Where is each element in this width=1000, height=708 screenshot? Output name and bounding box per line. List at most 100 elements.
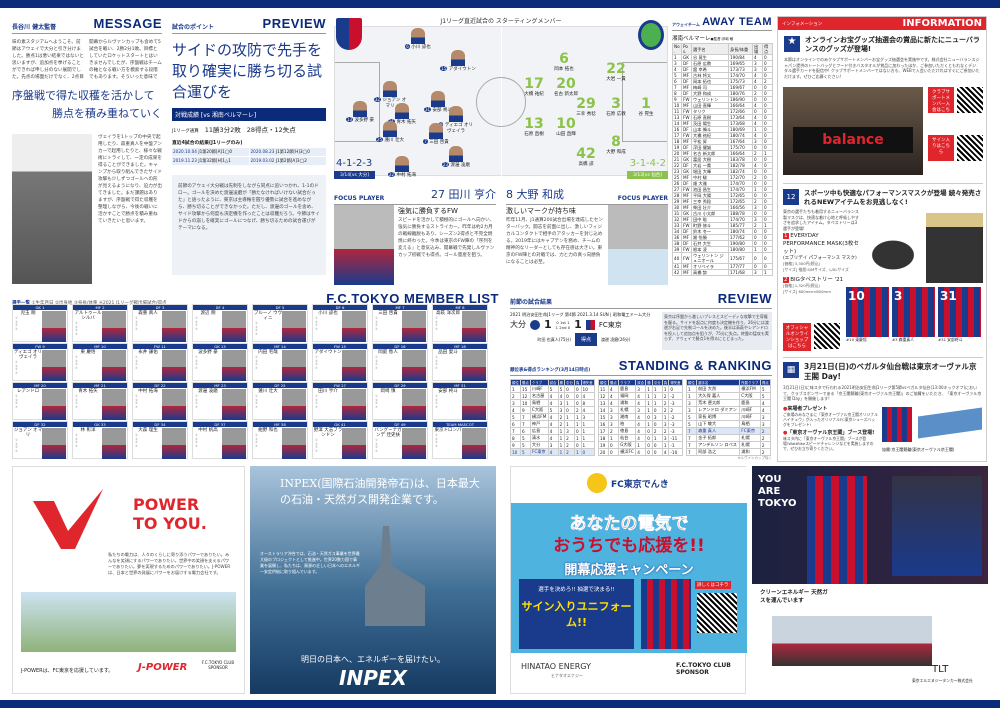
focus-player-photo (608, 205, 668, 285)
member-card: FW 11 永井 謙佑 ① ② ③ ④ (132, 343, 188, 381)
tlt-ad[interactable]: クリーンエネルギー 天然ガスを運んでいます TLT 東京エルエヌジータンカー株式… (752, 586, 988, 694)
standing-cell: 1 (651, 385, 663, 394)
club-support-join-button[interactable]: クラブサポートメンバー入会はこちら (928, 87, 954, 119)
tapestry-number: 3 (894, 289, 903, 303)
fc-tokyo-emblem (585, 319, 595, 330)
product-1-size: [サイズ] 推奨:S/Mサイズ、L/XLサイズ (783, 267, 849, 272)
member-card: FW 27 田川 亨介 ① ② ③ ④ (312, 382, 368, 420)
member-name: 内田 宅哉 (258, 350, 278, 355)
standing-cell: 5 (519, 441, 531, 450)
member-position: DF 4 (193, 305, 247, 310)
standing-cell: 名古屋 (529, 392, 549, 401)
member-photo (162, 350, 186, 381)
scorer-cell: FC東京 (739, 427, 761, 436)
column-header: 得失差 (580, 378, 596, 387)
denki-detail-link[interactable]: 詳しくはコチラ (695, 581, 731, 589)
member-photo (162, 311, 186, 342)
inpex-tagline: 明日の日本へ、エネルギーを届けたい。 (301, 655, 445, 664)
recent-title: 直近4試合の結果(J1リーグのみ) (172, 141, 243, 146)
you-are-tokyo-ad[interactable]: YOU ARE TOKYO (752, 466, 988, 584)
official-shop-button[interactable]: オフィシャルオンラインショップはこちら (783, 323, 811, 351)
player-label: 32 ジョアン オマリ (372, 97, 408, 109)
standing-row: 7 6 広島 4 1 3 0 1 (510, 427, 596, 436)
member-card: DF 3 森重 真人 ① ② ③ ④ (132, 304, 188, 342)
roster-cell: FW (681, 252, 692, 264)
denki-prize: サイン入りユニフォーム!! (521, 600, 632, 629)
standing-cell: 7 (519, 420, 531, 429)
player-number: 32 (373, 97, 381, 102)
member-card: MF 7 三田 啓貴 ① ② ③ ④ (372, 304, 428, 342)
hi-chew-photo (918, 407, 982, 439)
column-header: 引分 (651, 378, 663, 387)
jpower-logo: J-POWER (138, 662, 188, 673)
standing-cell: 4 (547, 448, 559, 457)
member-card: DF 25 蓮川 壮大 ① ② ③ ④ (252, 382, 308, 420)
fc-tokyo-denki-ad[interactable]: FC東京でんき あなたの電気で おうちでも応援を!! 開幕応援キャンペーン 選手… (510, 466, 747, 694)
preview-section: 試合のポイント PREVIEW サイドの攻防で先手を取り確実に勝ち切る試合運びを … (172, 16, 326, 284)
standing-cell: 川崎F (529, 385, 549, 394)
standing-cell: 横浜FC (618, 448, 637, 457)
column-header: No. (672, 43, 682, 55)
qr-code[interactable] (957, 87, 983, 113)
standing-cell: 4 (635, 392, 647, 401)
focus-player-photo (334, 205, 394, 285)
scorer-cell: 浦和 (739, 448, 761, 457)
member-position: MF 18 (433, 344, 487, 349)
away-player: 13 石原 直樹 (521, 116, 547, 138)
standing-cell: 12 (597, 392, 610, 401)
member-name: ディエゴ オリヴェイラ (13, 350, 43, 360)
standing-section: 順位表&得点ランキング(3月14日時点) STANDING & RANKING 順… (510, 358, 772, 461)
standing-cell: 横浜FM (529, 413, 549, 422)
scorer-cell: 1 (685, 392, 698, 401)
player-photo (395, 156, 409, 172)
lng-platform-image (365, 526, 425, 626)
sign-goods-button[interactable]: サイン入りはこちら (928, 135, 954, 161)
away-player: 10 山田 直輝 (553, 116, 579, 138)
qr-code[interactable] (697, 593, 737, 633)
fc-tokyo-emblem (336, 18, 362, 50)
standing-cell: -3 (668, 399, 683, 408)
product-2-name: BIGタペストリー '21 (790, 277, 844, 283)
scorer-row: 3 荒木 遼太郎 鹿島 4 (685, 399, 772, 408)
qr-code[interactable] (957, 135, 983, 161)
member-name: 蓮川 壮大 (258, 389, 278, 394)
scorer-cell: 5 (759, 385, 772, 394)
player-number: 17 (524, 76, 544, 92)
record-goals: 28得点・12失点 (246, 126, 296, 134)
member-card: DF 49 バングーナガンデ 佳史扶 ① ② ③ ④ (372, 421, 428, 459)
member-name: 岡庭 愁人 (378, 350, 398, 355)
scorer-cell: C大阪 (739, 392, 761, 401)
tapestry-item: 10 #10 東慶悟 (846, 287, 889, 343)
standing-note: ※ルヴァンカップ除く (737, 456, 772, 461)
scorer-cell: 阿部 浩之 (696, 448, 741, 457)
away-player: 42 高橋 諒 (573, 146, 599, 168)
qr-code[interactable] (814, 323, 840, 349)
record-league: J1リーグ通算 (172, 129, 199, 134)
player-photo (383, 121, 397, 137)
player-number: 42 (576, 146, 596, 162)
home-player: 23 渡邊 凌磨 (438, 146, 474, 169)
message-headline-2: 勝点を積み重ねていく (52, 107, 162, 120)
member-position: FW 15 (313, 344, 367, 349)
standing-row: 4 9 C大阪 5 3 0 2 4 (510, 406, 596, 415)
standing-cell: 2 (651, 427, 663, 436)
standing-cell: C大阪 (529, 406, 549, 415)
roster-cell: 高橋 諒 (691, 269, 729, 276)
player-photo (449, 146, 463, 162)
scorer-row: 5 家長 昭博 川崎F 3 (685, 413, 772, 422)
member-position: MF 38 (253, 422, 307, 427)
focus-label: FOCUS PLAYER (617, 195, 668, 202)
inpex-ad[interactable]: INPEX(国際石油開発帝石)は、日本最大の石油・天然ガス開発企業です。 オース… (250, 466, 496, 694)
standing-cell: 福岡 (618, 392, 637, 401)
member-card: TEAM MASCOT 東京ドロンパ ① ② ③ ④ (432, 421, 488, 459)
scorer-row: 1 前田 大然 横浜FM 5 (685, 385, 772, 394)
standing-cell: 10 (510, 448, 521, 457)
standing-cell: -3 (668, 420, 683, 429)
jpower-ad[interactable]: POWER TO YOU. 私たちの電力は、人々のくらしに寄り添うパワーでありた… (12, 466, 245, 694)
